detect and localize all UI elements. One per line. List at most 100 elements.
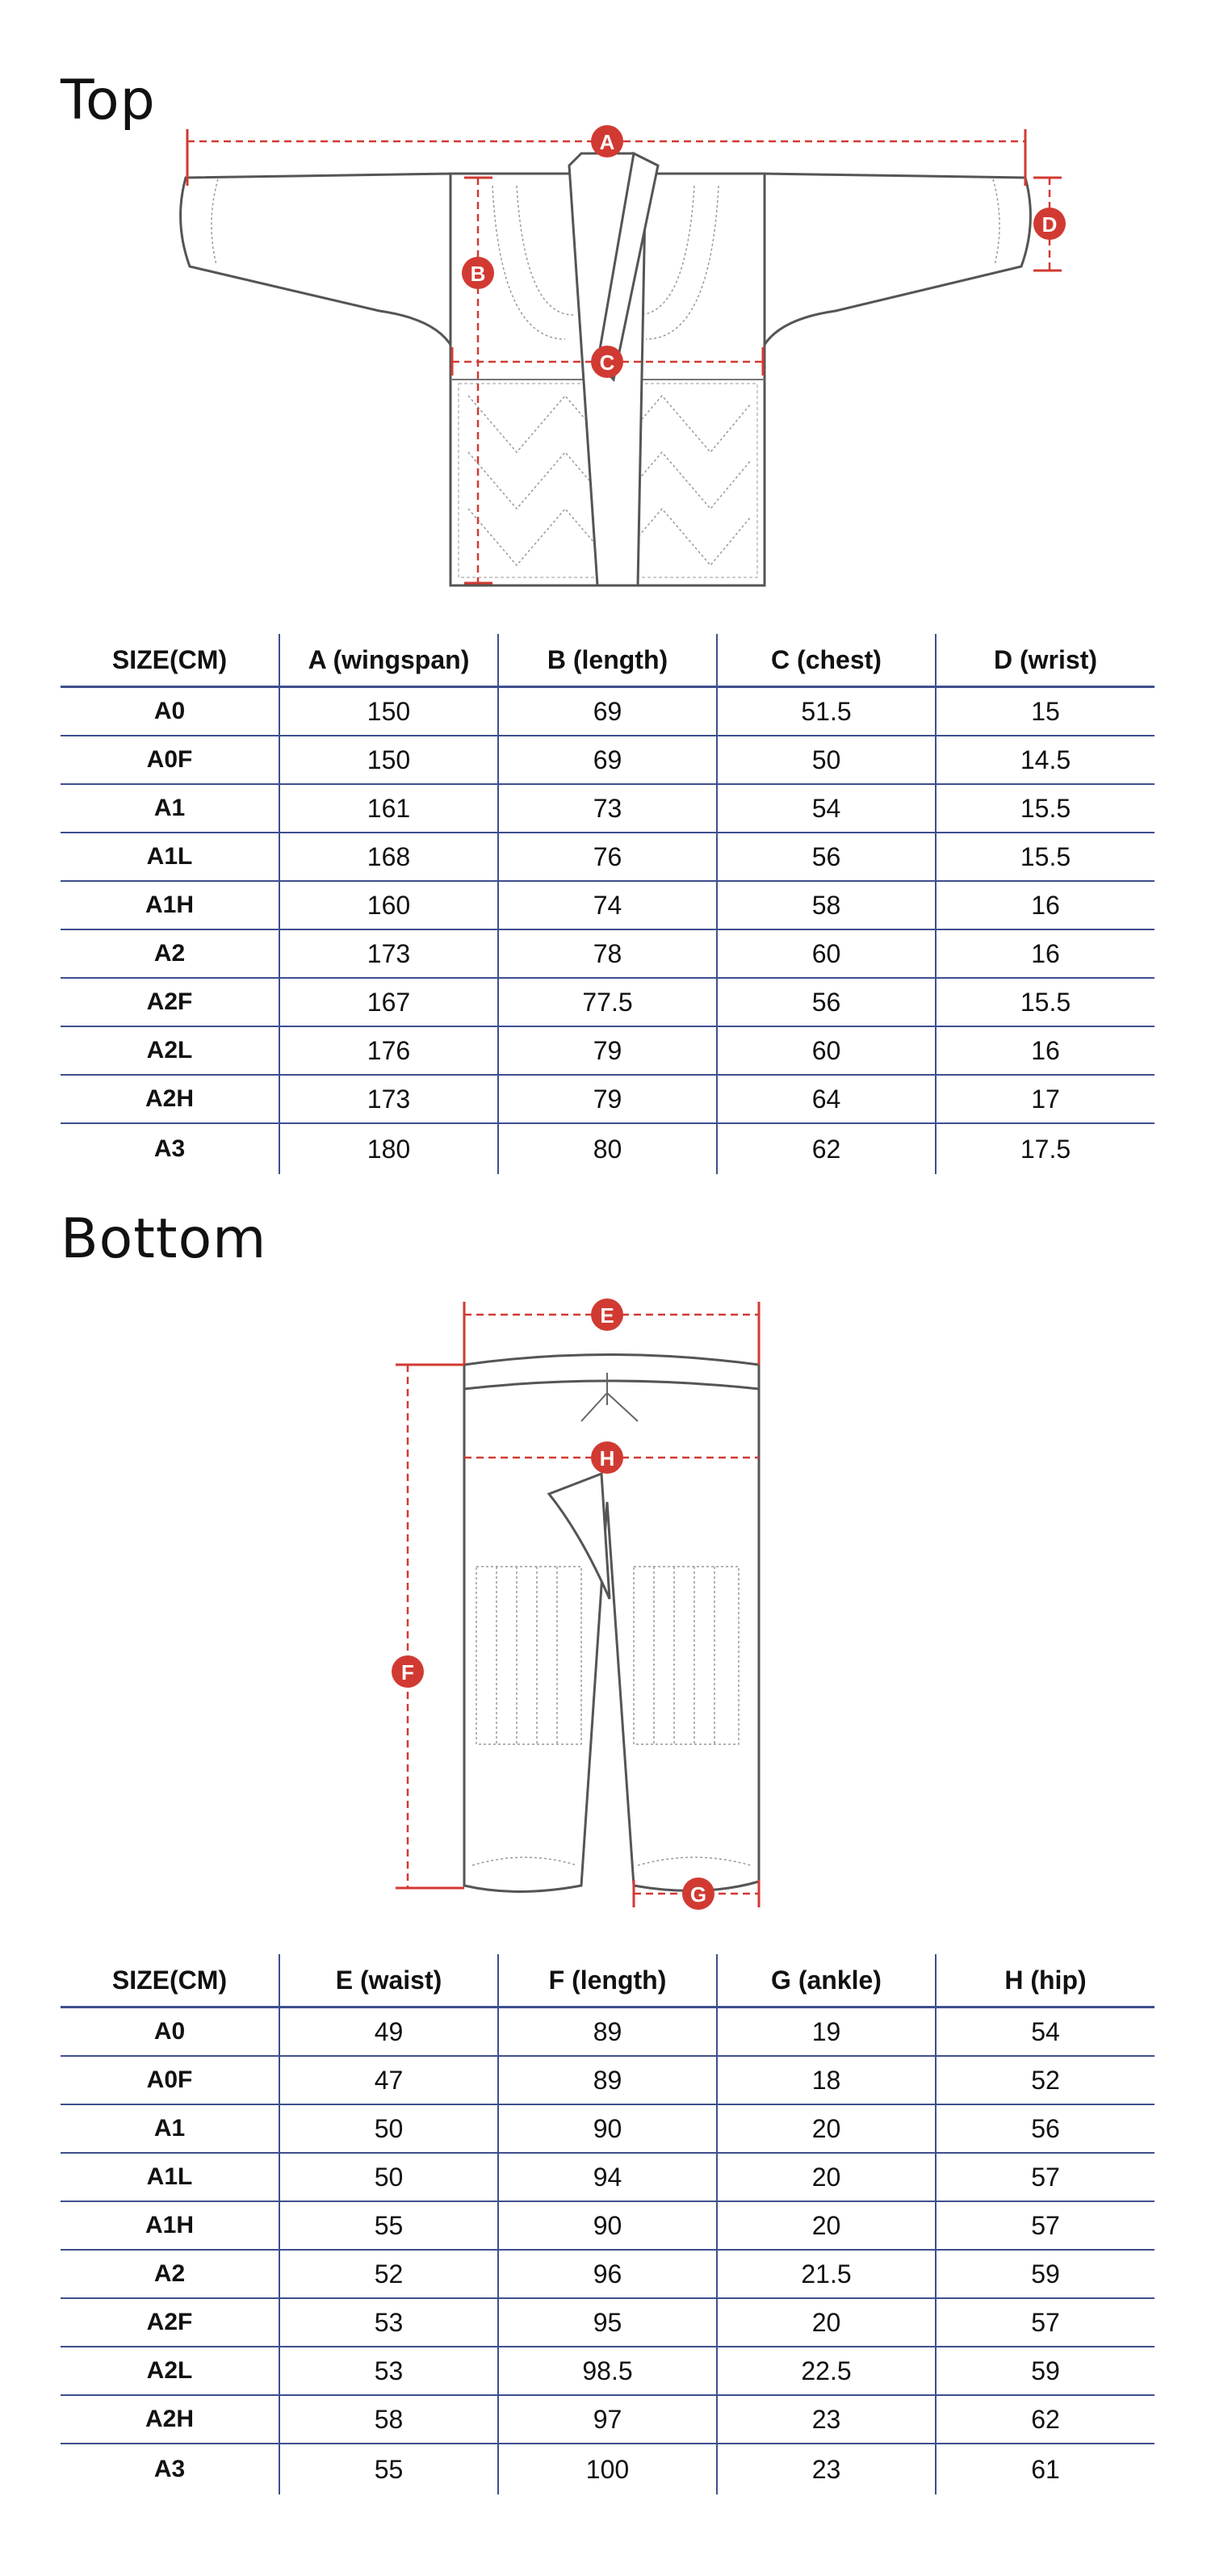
- size-cell: A1: [61, 2104, 279, 2154]
- badge-a: A: [591, 125, 623, 157]
- table-row: A1L 50 94 20 57: [61, 2153, 1154, 2202]
- table-row: A3 180 80 62 17.5: [61, 1123, 1154, 1174]
- svg-text:A: A: [600, 130, 615, 154]
- table-header-row: SIZE(CM) A (wingspan) B (length) C (ches…: [61, 634, 1154, 688]
- table-row: A2 173 78 60 16: [61, 929, 1154, 979]
- measurement-cell: 96: [497, 2250, 717, 2299]
- measurement-cell: 16: [935, 929, 1154, 979]
- header-f: F (length): [497, 1954, 717, 2008]
- measurement-cell: 57: [935, 2201, 1154, 2251]
- size-cell: A1H: [61, 2201, 279, 2251]
- measurement-cell: 62: [935, 2395, 1154, 2444]
- measurement-cell: 167: [279, 978, 498, 1027]
- measurement-cell: 19: [716, 2007, 936, 2057]
- badge-g: G: [682, 1877, 714, 1910]
- table-row: A2L 176 79 60 16: [61, 1026, 1154, 1076]
- table-row: A0F 47 89 18 52: [61, 2056, 1154, 2105]
- header-size: SIZE(CM): [61, 634, 279, 688]
- measurement-cell: 20: [716, 2201, 936, 2251]
- header-c: C (chest): [716, 634, 936, 688]
- measurement-cell: 61: [935, 2444, 1154, 2494]
- badge-d: D: [1033, 208, 1066, 240]
- measurement-cell: 18: [716, 2056, 936, 2105]
- measurement-cell: 89: [497, 2007, 717, 2057]
- size-cell: A0: [61, 686, 279, 736]
- table-row: A1 50 90 20 56: [61, 2104, 1154, 2154]
- pants-diagram: E H F G: [392, 1298, 761, 1910]
- size-cell: A2H: [61, 2395, 279, 2444]
- measurement-cell: 23: [716, 2395, 936, 2444]
- measurement-cell: 168: [279, 833, 498, 882]
- measurement-cell: 58: [279, 2395, 498, 2444]
- measurement-cell: 69: [497, 736, 717, 785]
- measurement-cell: 16: [935, 881, 1154, 930]
- measurement-cell: 78: [497, 929, 717, 979]
- measurement-cell: 60: [716, 929, 936, 979]
- measurement-cell: 56: [935, 2104, 1154, 2154]
- measurement-cell: 55: [279, 2201, 498, 2251]
- measurement-cell: 95: [497, 2298, 717, 2347]
- table-row: A1H 160 74 58 16: [61, 881, 1154, 930]
- measurement-cell: 16: [935, 1026, 1154, 1076]
- measurement-cell: 20: [716, 2298, 936, 2347]
- size-cell: A0: [61, 2007, 279, 2057]
- top-section-title: Top: [61, 69, 156, 132]
- badge-f: F: [392, 1655, 424, 1688]
- right-sleeve: [761, 172, 1032, 352]
- measurement-cell: 54: [935, 2007, 1154, 2057]
- header-e: E (waist): [279, 1954, 498, 2008]
- measurement-cell: 59: [935, 2347, 1154, 2396]
- measurement-cell: 52: [279, 2250, 498, 2299]
- measurement-cell: 20: [716, 2153, 936, 2202]
- measurement-cell: 64: [716, 1075, 936, 1124]
- measurement-cell: 17: [935, 1075, 1154, 1124]
- size-cell: A2: [61, 2250, 279, 2299]
- size-cell: A2L: [61, 1026, 279, 1076]
- size-cell: A1H: [61, 881, 279, 930]
- measurement-cell: 49: [279, 2007, 498, 2057]
- header-a: A (wingspan): [279, 634, 498, 688]
- measurement-cell: 57: [935, 2298, 1154, 2347]
- table-row: A2H 58 97 23 62: [61, 2395, 1154, 2444]
- measurement-cell: 180: [279, 1123, 498, 1174]
- measurement-cell: 21.5: [716, 2250, 936, 2299]
- svg-text:B: B: [471, 262, 486, 286]
- measurement-cell: 76: [497, 833, 717, 882]
- measurement-cell: 58: [716, 881, 936, 930]
- table-row: A1H 55 90 20 57: [61, 2201, 1154, 2251]
- top-size-table: SIZE(CM) A (wingspan) B (length) C (ches…: [61, 634, 1154, 1174]
- jacket-diagram: A B C D: [179, 125, 1066, 587]
- measurement-cell: 15.5: [935, 833, 1154, 882]
- svg-text:G: G: [690, 1882, 706, 1907]
- svg-text:H: H: [600, 1446, 615, 1471]
- measurement-cell: 53: [279, 2298, 498, 2347]
- header-h: H (hip): [935, 1954, 1154, 2008]
- size-cell: A1: [61, 784, 279, 833]
- table-row: A0 49 89 19 54: [61, 2007, 1154, 2057]
- table-row: A0F 150 69 50 14.5: [61, 736, 1154, 785]
- header-d: D (wrist): [935, 634, 1154, 688]
- measurement-cell: 52: [935, 2056, 1154, 2105]
- measurement-cell: 50: [279, 2104, 498, 2154]
- measurement-cell: 20: [716, 2104, 936, 2154]
- svg-text:D: D: [1042, 212, 1058, 237]
- measurement-cell: 100: [497, 2444, 717, 2494]
- size-cell: A3: [153, 1135, 186, 1162]
- measurement-cell: 73: [497, 784, 717, 833]
- size-cell: A0F: [61, 736, 279, 785]
- measurement-cell: 22.5: [716, 2347, 936, 2396]
- measurement-cell: 47: [279, 2056, 498, 2105]
- measurement-cell: 15.5: [935, 784, 1154, 833]
- size-cell: A2H: [61, 1075, 279, 1124]
- table-header-row: SIZE(CM) E (waist) F (length) G (ankle) …: [61, 1954, 1154, 2008]
- size-cell: A2: [61, 929, 279, 979]
- measurement-cell: 23: [716, 2444, 936, 2494]
- size-cell: A1L: [61, 833, 279, 882]
- measurement-cell: 51.5: [716, 686, 936, 736]
- measurement-cell: 97: [497, 2395, 717, 2444]
- measurement-cell: 59: [935, 2250, 1154, 2299]
- table-row: A2H 173 79 64 17: [61, 1075, 1154, 1124]
- table-row: A2L 53 98.5 22.5 59: [61, 2347, 1154, 2396]
- measurement-cell: 57: [935, 2153, 1154, 2202]
- measurement-cell: 50: [279, 2153, 498, 2202]
